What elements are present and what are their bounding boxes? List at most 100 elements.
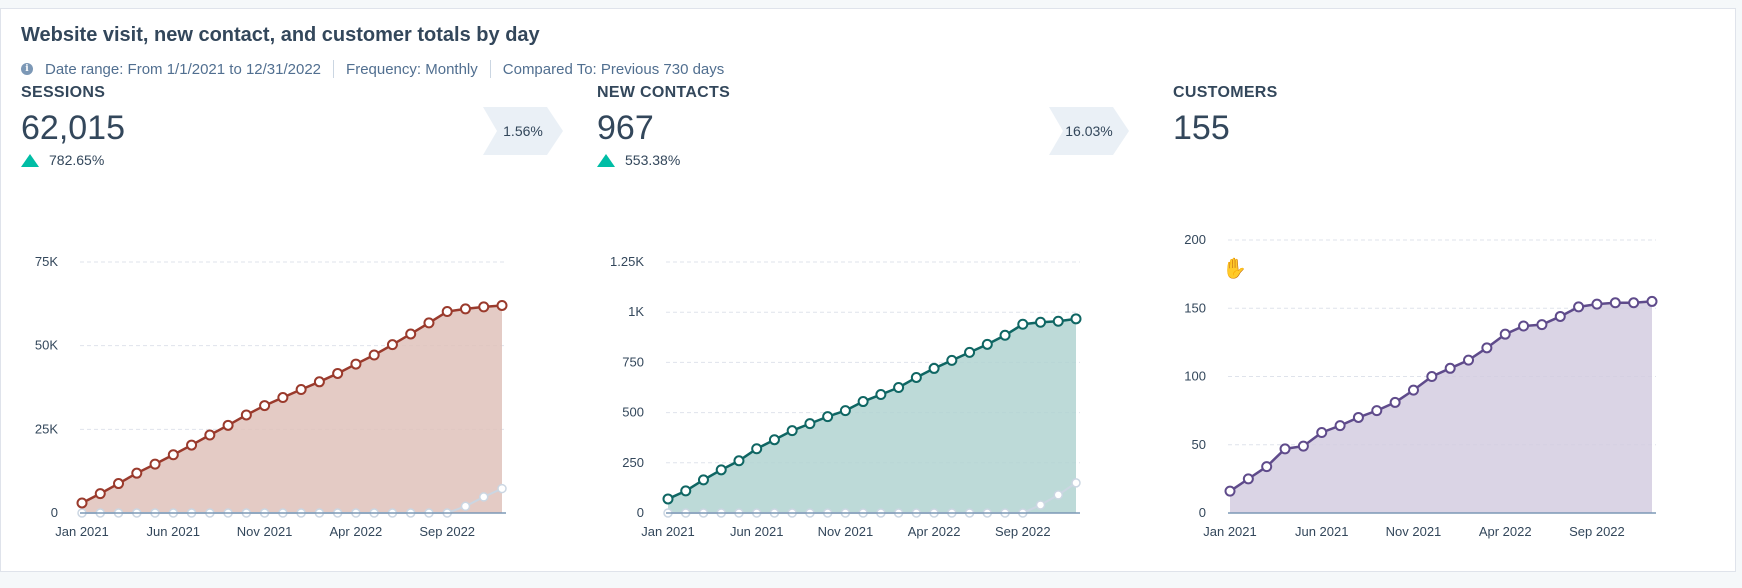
- customers-data-point: [1444, 362, 1456, 374]
- x-tick-label: Nov 2021: [818, 524, 874, 539]
- y-tick-label: 1.25K: [610, 254, 644, 269]
- arrow-up-icon: [597, 153, 615, 167]
- sessions-data-point: [350, 358, 362, 370]
- contacts-data-point: [910, 371, 922, 383]
- contacts-data-point: [946, 354, 958, 366]
- arrow-up-icon: [21, 153, 39, 167]
- contacts-data-point: [981, 338, 993, 350]
- y-tick-label: 200: [1184, 232, 1206, 247]
- x-tick-label: Apr 2022: [1479, 524, 1532, 539]
- customers-data-point: [1591, 298, 1603, 310]
- compared-to: Compared To: Previous 730 days: [502, 60, 725, 78]
- sessions-data-point: [277, 392, 289, 404]
- x-tick-label: Jan 2021: [641, 524, 695, 539]
- sessions-area: [82, 305, 502, 513]
- previous-data-point: [1071, 478, 1081, 488]
- customers-data-point: [1242, 473, 1254, 485]
- customers-area: [1230, 301, 1652, 513]
- contacts-data-point: [733, 455, 745, 467]
- contacts-data-point: [875, 389, 887, 401]
- sessions-data-point: [240, 409, 252, 421]
- y-tick-label: 750: [622, 354, 644, 369]
- sessions-data-point: [204, 429, 216, 441]
- contacts-data-point: [680, 485, 692, 497]
- sessions-data-point: [441, 306, 453, 318]
- conversion-rate-contacts-customers: 16.03%: [1049, 107, 1129, 155]
- y-tick-label: 1K: [628, 304, 644, 319]
- x-tick-label: Jan 2021: [55, 524, 109, 539]
- meta-divider: [333, 60, 335, 78]
- kpi-label: CUSTOMERS: [1173, 84, 1278, 101]
- x-tick-label: Nov 2021: [237, 524, 293, 539]
- x-tick-label: Nov 2021: [1386, 524, 1442, 539]
- contacts-data-point: [1017, 318, 1029, 330]
- contacts-data-point: [964, 346, 976, 358]
- sessions-data-point: [332, 367, 344, 379]
- customers-data-point: [1518, 320, 1530, 332]
- customers-data-point: [1371, 405, 1383, 417]
- customers-data-point: [1481, 342, 1493, 354]
- previous-data-point: [497, 483, 507, 494]
- kpi-label: SESSIONS: [21, 84, 106, 101]
- info-icon[interactable]: i: [21, 63, 33, 75]
- kpi-new-contacts: NEW CONTACTS 967 553.38%: [597, 84, 730, 168]
- customers-data-point: [1499, 328, 1511, 340]
- previous-data-point: [460, 501, 471, 512]
- customers-chart: 0 50 100 150 200 Jan 2021 Jun 2021 Nov 2021 Apr …: [1184, 232, 1658, 539]
- customers-data-point: [1554, 310, 1566, 322]
- report-meta: i Date range: From 1/1/2021 to 12/31/202…: [21, 59, 724, 79]
- y-tick-label: 0: [637, 505, 644, 520]
- kpi-sessions: SESSIONS 62,015 782.65%: [21, 84, 125, 168]
- y-tick-label: 25K: [35, 421, 58, 436]
- contacts-data-point: [857, 396, 869, 408]
- conversion-rate: 1.56%: [503, 123, 543, 139]
- customers-data-point: [1334, 420, 1346, 432]
- chevron-right-icon: [1049, 107, 1129, 155]
- y-tick-label: 50K: [35, 338, 58, 353]
- customers-data-point: [1609, 297, 1621, 309]
- contacts-area: [668, 318, 1076, 513]
- contacts-data-point: [662, 493, 674, 505]
- contacts-data-point: [1035, 316, 1047, 328]
- sessions-data-point: [313, 376, 325, 388]
- x-tick-label: Apr 2022: [908, 524, 961, 539]
- y-tick-label: 0: [1199, 505, 1206, 520]
- customers-data-point: [1389, 396, 1401, 408]
- sessions-chart: 0 25K 50K 75K Jan 2021 Jun 2021 Nov 2021 Apr 20…: [35, 254, 508, 539]
- y-tick-label: 75K: [35, 254, 58, 269]
- sessions-data-point: [295, 384, 307, 396]
- kpi-label: NEW CONTACTS: [597, 84, 731, 101]
- kpi-change-value: 553.38%: [625, 152, 681, 168]
- kpi-value: 967: [597, 109, 654, 147]
- x-tick-label: Jun 2021: [730, 524, 784, 539]
- customers-data-point: [1536, 319, 1548, 331]
- y-tick-label: 150: [1184, 300, 1206, 315]
- sessions-data-point: [368, 349, 380, 361]
- sessions-data-point: [478, 301, 490, 313]
- date-range: Date range: From 1/1/2021 to 12/31/2022: [45, 60, 322, 78]
- customers-data-point: [1261, 461, 1273, 473]
- contacts-data-point: [804, 418, 816, 430]
- x-tick-label: Sep 2022: [419, 524, 475, 539]
- previous-data-point: [478, 492, 489, 502]
- conversion-rate-sessions-contacts: 1.56%: [483, 107, 563, 155]
- frequency: Frequency: Monthly: [346, 60, 478, 78]
- sessions-data-point: [423, 317, 435, 329]
- chevron-right-icon: [483, 107, 563, 155]
- kpi-value: 155: [1173, 109, 1230, 147]
- contacts-data-point: [928, 362, 940, 374]
- meta-divider: [489, 60, 491, 78]
- previous-data-point: [1053, 490, 1064, 500]
- contacts-data-point: [839, 405, 851, 417]
- kpi-change: 782.65%: [21, 152, 125, 168]
- x-tick-label: Jun 2021: [147, 524, 201, 539]
- kpi-value: 62,015: [21, 109, 125, 147]
- sessions-data-point: [94, 488, 106, 500]
- sessions-data-point: [76, 497, 88, 509]
- y-tick-label: 250: [622, 455, 644, 470]
- customers-data-point: [1463, 354, 1475, 366]
- contacts-data-point: [786, 425, 798, 437]
- y-tick-label: 500: [622, 405, 644, 420]
- sessions-data-point: [167, 449, 179, 461]
- x-tick-label: Sep 2022: [1569, 524, 1625, 539]
